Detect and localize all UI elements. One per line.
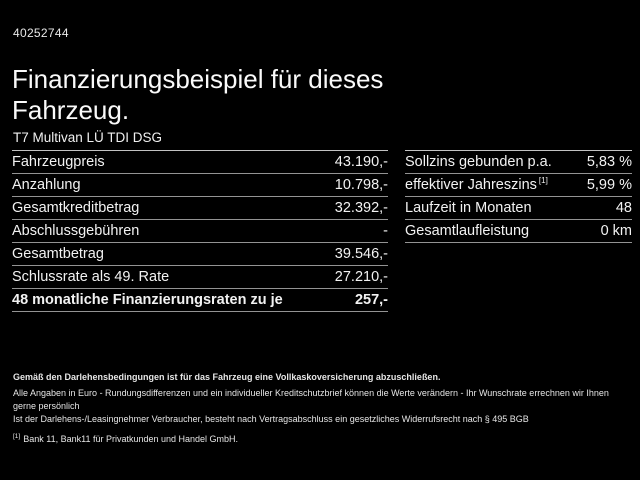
row-label: 48 monatliche Finanzierungsraten zu je [12,292,283,308]
row-value: - [383,223,388,239]
row-label: Laufzeit in Monaten [405,200,532,216]
row-label: Schlussrate als 49. Rate [12,269,170,285]
row-label: Abschlussgebühren [12,223,140,239]
disclaimer-rounding-note: Alle Angaben in Euro - Rundungsdifferenz… [13,388,609,411]
footnote-marker: [1] [13,433,21,440]
table-row: effektiver Jahreszins [1] 5,99 % [405,174,632,197]
finance-table: Fahrzeugpreis 43.190,- Anzahlung 10.798,… [12,150,388,312]
disclaimer-insurance-note: Gemäß den Darlehensbedingungen ist für d… [13,372,441,382]
row-label: Gesamtlaufleistung [405,223,530,239]
row-label: Gesamtkreditbetrag [12,200,140,216]
table-row: Gesamtkreditbetrag 32.392,- [12,197,388,220]
table-row: Abschlussgebühren - [12,220,388,243]
footnote-ref-marker: [1] [538,176,548,186]
row-value: 43.190,- [334,154,388,170]
table-row-monthly-rate: 48 monatliche Finanzierungsraten zu je 2… [12,289,388,312]
row-value: 5,83 % [586,154,632,170]
row-label: Gesamtbetrag [12,246,104,262]
bank-footnote: [1] Bank 11, Bank11 für Privatkunden und … [13,430,631,446]
table-row: Gesamtlaufleistung 0 km [405,220,632,243]
vehicle-id: 40252744 [13,26,69,40]
row-label: Sollzins gebunden p.a. [405,154,552,170]
table-row: Gesamtbetrag 39.546,- [12,243,388,266]
row-value: 10.798,- [334,177,388,193]
table-row: Laufzeit in Monaten 48 [405,197,632,220]
row-value: 257,- [354,292,388,308]
disclaimer-block: Gemäß den Darlehensbedingungen ist für d… [13,371,631,446]
page-title: Finanzierungsbeispiel für dieses Fahrzeu… [12,64,384,126]
conditions-table: Sollzins gebunden p.a. 5,83 % effektiver… [405,150,632,312]
row-label: Fahrzeugpreis [12,154,105,170]
row-value: 39.546,- [334,246,388,262]
finance-tables-area: Fahrzeugpreis 43.190,- Anzahlung 10.798,… [12,150,632,312]
row-label: effektiver Jahreszins [1] [405,177,548,193]
row-value: 27.210,- [334,269,388,285]
disclaimer-withdrawal-note: Ist der Darlehens-/Leasingnehmer Verbrau… [13,414,529,424]
footnote-text: Bank 11, Bank11 für Privatkunden und Han… [23,434,239,444]
row-value: 32.392,- [334,200,388,216]
row-label: Anzahlung [12,177,81,193]
row-value: 0 km [600,223,632,239]
row-value: 5,99 % [586,177,632,193]
table-row: Schlussrate als 49. Rate 27.210,- [12,266,388,289]
table-row: Fahrzeugpreis 43.190,- [12,151,388,174]
table-row: Anzahlung 10.798,- [12,174,388,197]
row-value: 48 [615,200,632,216]
row-label-text: effektiver Jahreszins [405,177,537,193]
table-row: Sollzins gebunden p.a. 5,83 % [405,151,632,174]
vehicle-model-name: T7 Multivan LÜ TDI DSG [13,130,163,145]
